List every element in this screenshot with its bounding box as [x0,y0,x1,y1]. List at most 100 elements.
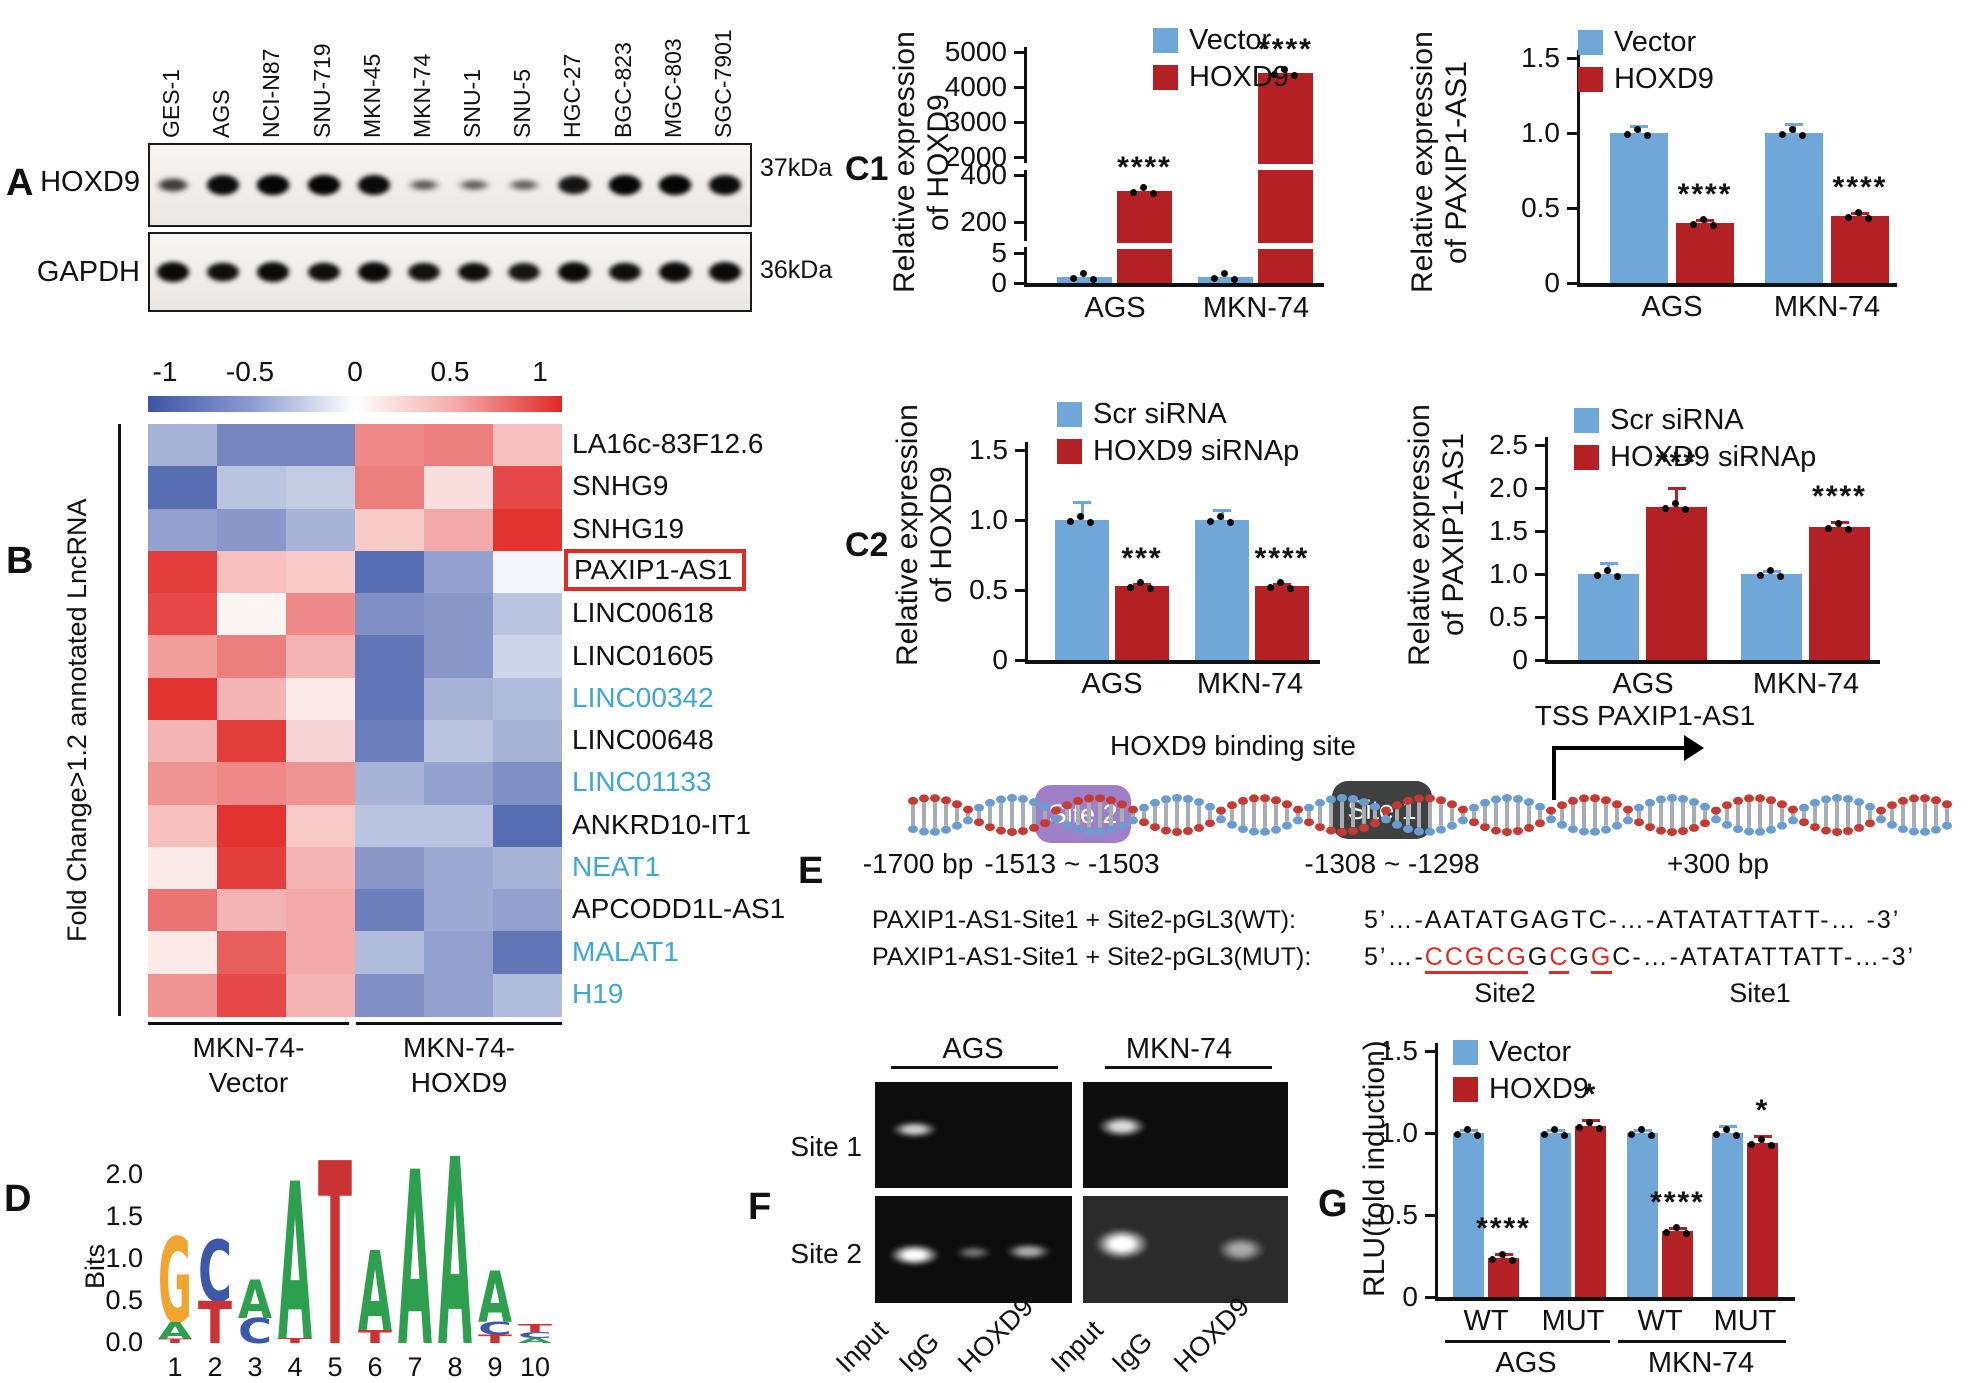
heatmap-cell [217,931,286,975]
logo-position-label: 1 [167,1352,183,1382]
chart-paxip1as1-knockdown: 0 0.5 1.0 1.5 2.0 2.5 *** **** AGS MKN-74 Scr siRN… [1400,330,1973,705]
error-bar-cap [1073,500,1091,504]
ylabel-line: Relative expression [888,31,921,294]
heatmap-cell [424,635,493,679]
x-category-label: MUT [1541,1305,1605,1337]
heatmap-row-label: LINC01133 [572,766,712,798]
heatmap-cell [286,466,355,510]
data-dot [1681,505,1689,513]
y-tick [1535,486,1548,490]
heatmap-cell [148,762,217,806]
gel-row-label: Site 1 [790,1131,862,1162]
logo-y-tick-label: 0.0 [105,1327,143,1357]
y-tick [1014,85,1027,89]
data-dot [1637,1126,1645,1133]
cell-line-label: SGC-7901 [709,29,736,138]
data-dot [1647,1132,1655,1139]
x-axis [1024,283,1324,287]
logo-position-label: 5 [327,1352,343,1382]
heatmap-cell [217,889,286,933]
gel-band [881,1240,947,1269]
dna-position-label: -1308 ~ -1298 [1304,848,1480,879]
logo-letter: A [158,1318,192,1345]
heatmap-cell [424,677,493,721]
logo-letter: A [438,1130,472,1383]
colorbar-tick-label: -0.5 [225,356,275,387]
cell-line-label: SNU-719 [308,43,335,138]
heatmap-cell [286,889,355,933]
data-dot [1756,572,1764,579]
logo-letter: T [518,1323,556,1335]
protein-band [349,170,398,200]
cell-line-label: NCI-N87 [258,48,285,138]
heatmap-cell [424,762,493,806]
cell-line-label: GES-1 [158,68,185,138]
sequence-line-wt: PAXIP1-AS1-Site1 + Site2-pGL3(WT): 5’…-A… [872,906,1900,935]
sequence-mut: 5’…-CCGCGGCGGC-…-ATATATTATT-…-3’ [1364,943,1915,974]
bar [1258,73,1313,283]
heatmap-cell [355,635,424,679]
y-tick [1425,1295,1438,1299]
heatmap-cell [286,719,355,763]
legend-label: Vector [1189,24,1272,56]
heatmap-group-label: MKN-74- [402,1032,516,1063]
heatmap-cell [286,846,355,890]
panel-a-label: A [6,162,34,204]
heatmap-cell [286,931,355,975]
bar [1765,133,1823,283]
data-dot [1139,184,1147,192]
heatmap-cell [424,466,493,510]
data-dot [1712,1131,1720,1138]
x-axis [1435,1297,1795,1301]
binding-site-title: HOXD9 binding site [1110,730,1356,761]
dna-position-label: -1513 ~ -1503 [984,848,1160,879]
heatmap-cell [424,846,493,890]
legend-label: HOXD9 [1189,61,1289,93]
bar [1578,574,1639,660]
significance-label: **** [1812,479,1867,513]
bar [1712,1133,1743,1297]
heatmap-cell [217,719,286,763]
data-dot [1498,1250,1506,1258]
data-dot [1585,1119,1593,1127]
data-dot [1210,275,1218,282]
significance-label: * [1583,1077,1598,1111]
heatmap-cell [424,719,493,763]
logo-y-tick-label: 1.5 [105,1201,143,1231]
x-axis [1577,283,1897,287]
bar [1747,1142,1778,1297]
heatmap-cell [148,635,217,679]
heatmap-cell [424,889,493,933]
y-tick-label: 4000 [944,71,1007,102]
logo-position-label: 8 [447,1352,463,1382]
x-axis [1545,660,1880,664]
heatmap-cell [217,466,286,510]
data-dot [1129,189,1137,197]
mutated-base: C [1549,943,1570,974]
y-tick [1425,1049,1438,1053]
site2-under-label: Site2 [1474,978,1536,1008]
heatmap-cell [217,973,286,1017]
x-category-label: AGS [1641,291,1703,323]
molecular-weight-label: 37kDa [760,154,833,182]
logo-letter: T [158,1339,192,1345]
data-dot [1799,132,1806,139]
ylabel-line: Relative expression [1403,404,1436,666]
y-tick-label: 0.5 [1379,1199,1418,1230]
heatmap-cell [424,931,493,975]
gel-panel [1083,1196,1288,1303]
protein-band [600,170,649,200]
y-tick-label: 0 [992,644,1008,675]
heatmap-cell [286,424,355,467]
logo-letter: A [358,1228,392,1357]
y-tick [1425,1131,1438,1135]
y-tick-label: 1.5 [1489,515,1528,546]
cell-line-label: MGC-803 [659,38,686,138]
heatmap-cell [217,424,286,467]
ylabel-line: Relative expression [891,404,924,666]
y-tick-label: 1.0 [1379,1117,1418,1148]
heatmap-cell [424,973,493,1017]
heatmap-cell [148,508,217,552]
logo-letter: A [398,1130,432,1383]
